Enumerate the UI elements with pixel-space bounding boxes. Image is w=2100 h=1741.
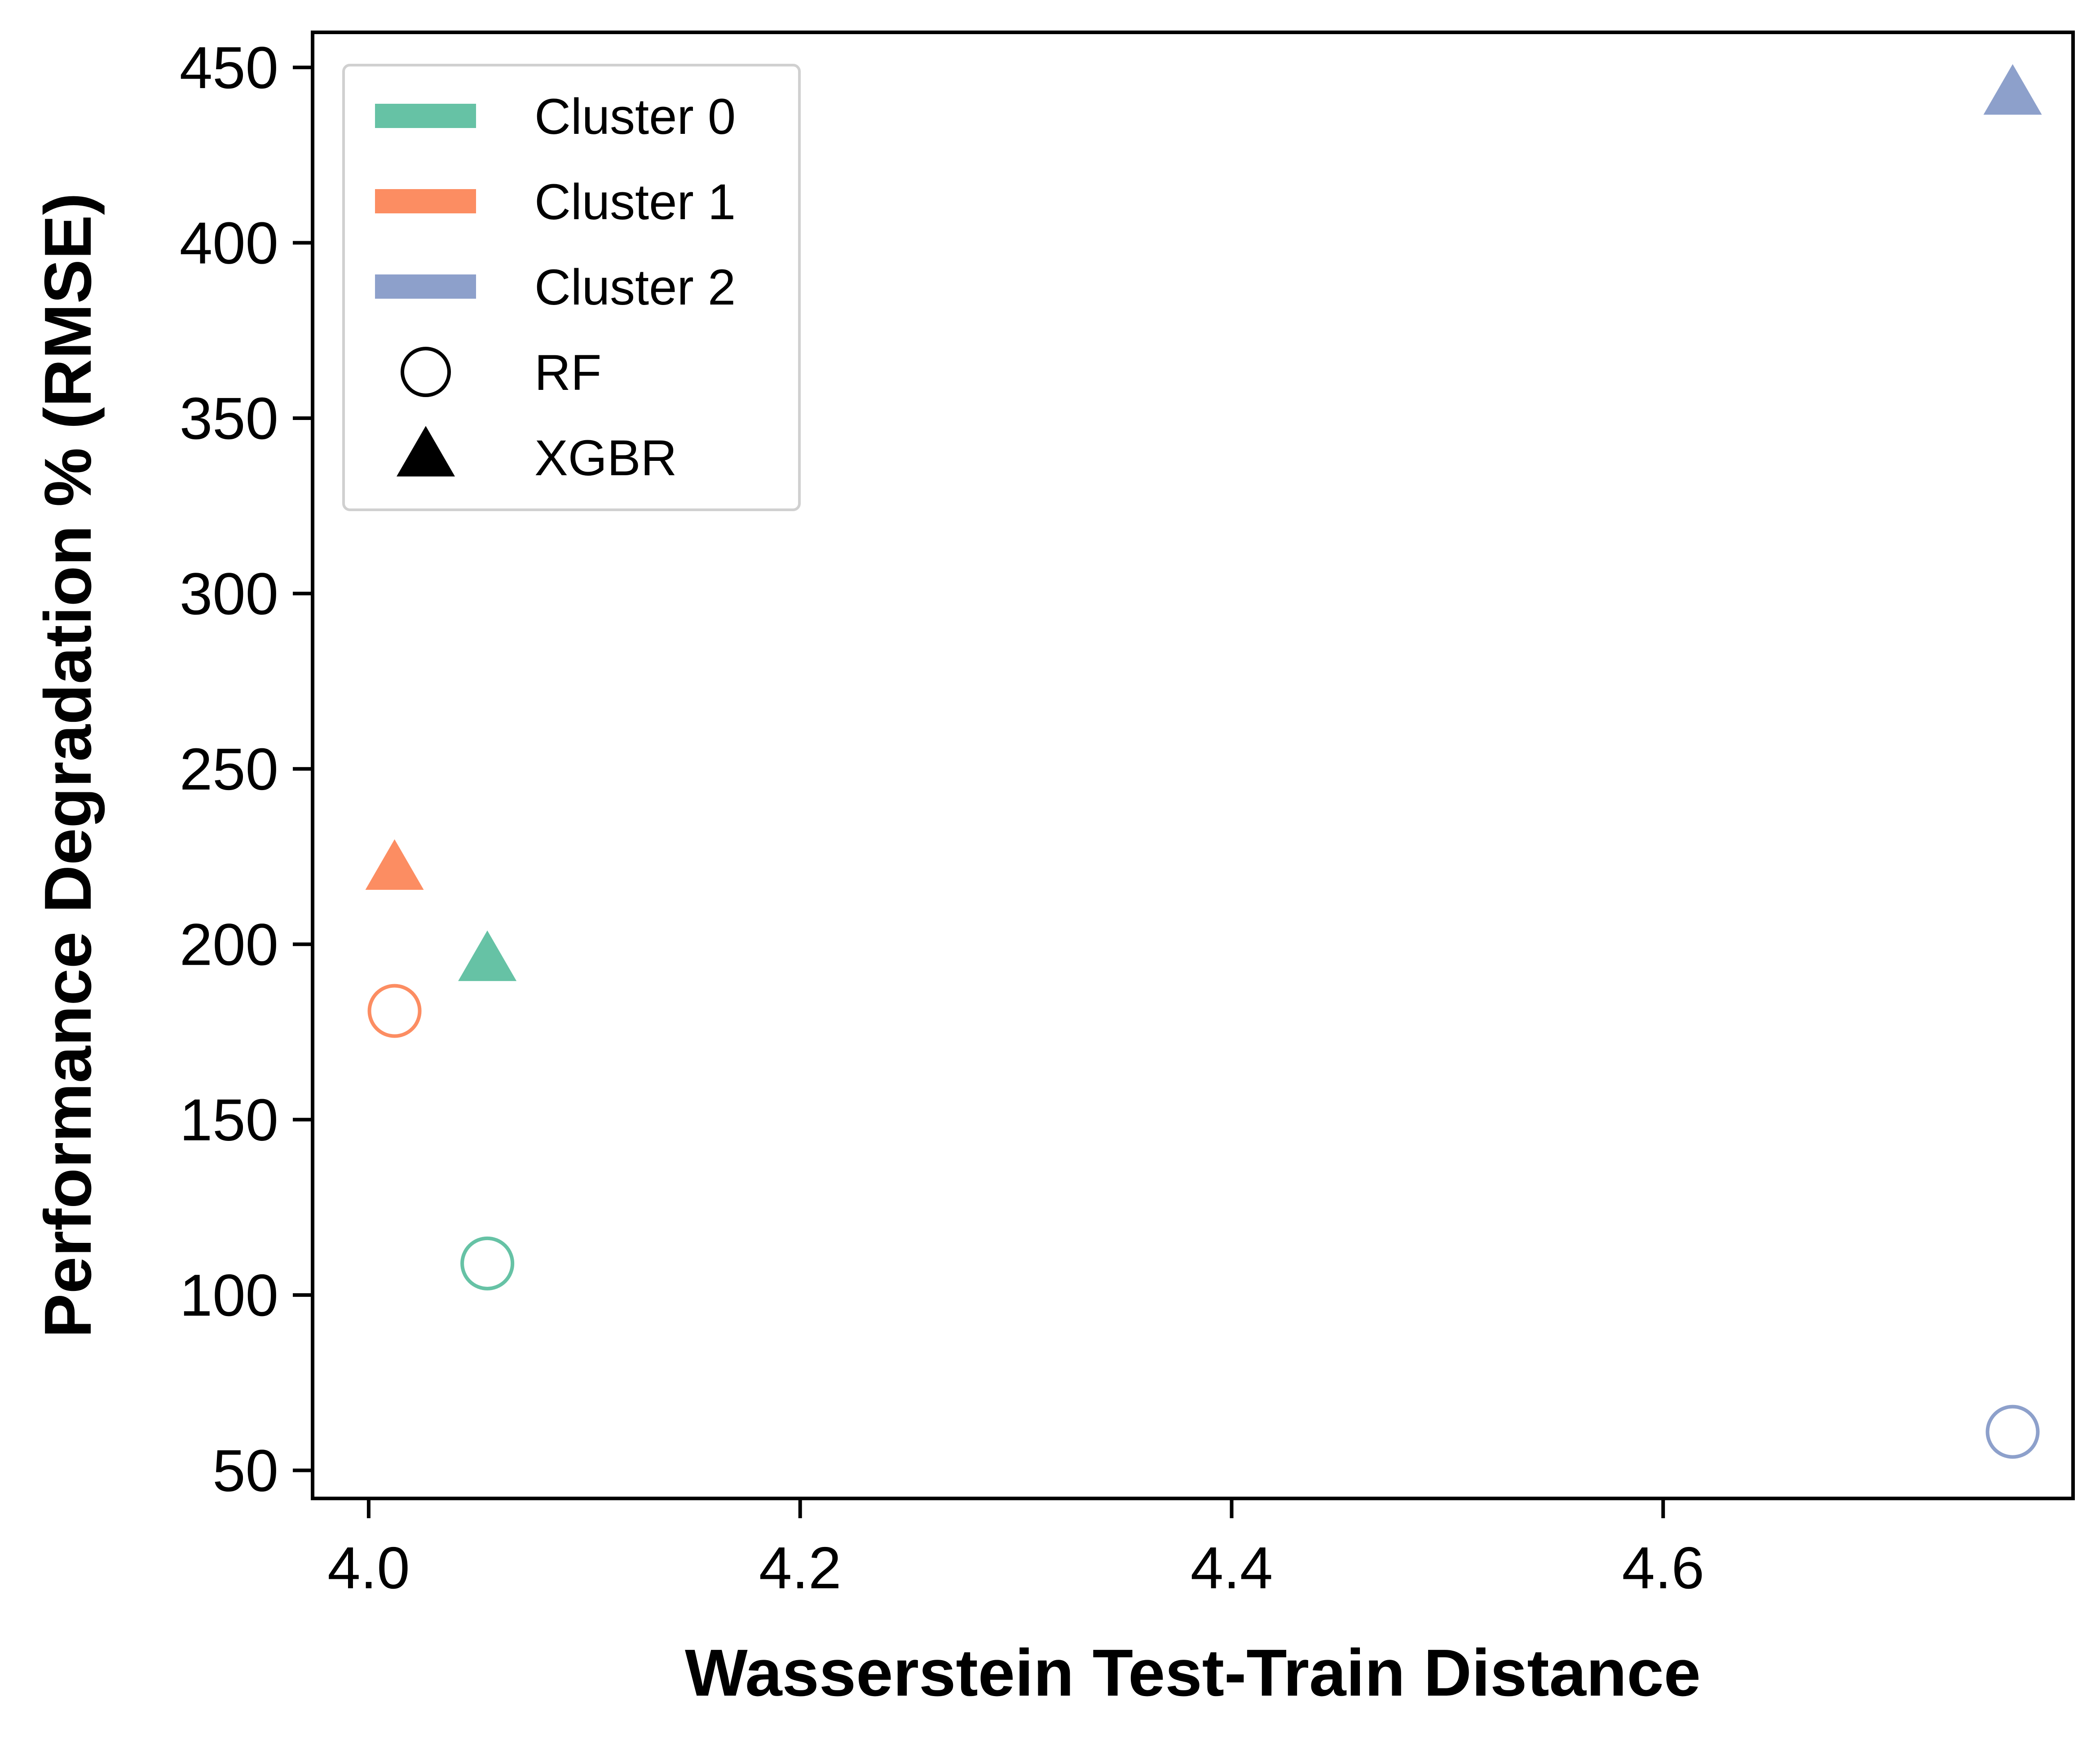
legend-swatch [375,104,476,128]
legend-label: Cluster 0 [534,88,736,145]
xgbr-point [458,930,517,981]
y-tick-label: 300 [180,561,278,627]
legend-box [342,64,801,511]
legend: Cluster 0 Cluster 1 Cluster 2 RF XGBR [342,64,801,511]
y-tick-label: 200 [180,911,278,977]
x-tick-label: 4.2 [759,1535,842,1601]
y-tick-label: 400 [180,210,278,276]
x-axis-label: Wasserstein Test-Train Distance [685,1636,1701,1710]
axis-ticks: 4.0 4.2 4.4 4.6 50 100 150 200 250 300 350 400 450 [180,35,1704,1601]
y-tick-label: 250 [180,736,278,802]
y-tick-label: 450 [180,35,278,101]
legend-label: XGBR [534,430,677,486]
legend-label: Cluster 1 [534,174,736,230]
plot-frame [311,31,2075,1500]
y-tick-label: 350 [180,385,278,451]
data-points [365,64,2042,1459]
legend-label: Cluster 2 [534,259,736,315]
x-tick-label: 4.0 [327,1535,410,1601]
legend-label: RF [534,345,601,401]
y-tick-label: 50 [212,1438,278,1504]
x-tick-label: 4.4 [1191,1535,1273,1601]
xgbr-point [1983,64,2042,115]
xgbr-point [365,839,424,890]
y-axis-label: Performance Degradation % (RMSE) [31,193,105,1338]
legend-swatch [375,274,476,299]
rf-point [460,1236,515,1290]
legend-rf-marker [401,347,451,397]
rf-point [367,984,422,1038]
y-tick-label: 150 [180,1087,278,1153]
x-tick-label: 4.6 [1622,1535,1705,1601]
rf-point [1985,1405,2040,1459]
legend-swatch [375,189,476,213]
y-tick-label: 100 [180,1262,278,1328]
legend-xgbr-marker [397,426,455,477]
